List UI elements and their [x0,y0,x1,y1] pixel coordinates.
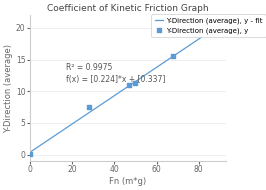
Title: Coefficient of Kinetic Friction Graph: Coefficient of Kinetic Friction Graph [47,4,209,13]
Legend: Y-Direction (average), y - fit, Y-Direction (average), y: Y-Direction (average), y - fit, Y-Direct… [151,14,266,37]
Y-Direction (average), y [127,83,131,86]
Y-Direction (average), y [28,152,32,155]
Y-Direction (average), y [87,106,91,109]
X-axis label: Fn (m*g): Fn (m*g) [109,177,147,186]
Y-Direction (average), y [171,55,176,58]
Y-axis label: Y-Direction (average): Y-Direction (average) [4,44,13,133]
Y-Direction (average), y [133,82,138,85]
Y-Direction (average), y [209,23,214,26]
Text: R² = 0.9975
f(x) = [0.224]*x + [0.337]: R² = 0.9975 f(x) = [0.224]*x + [0.337] [66,63,165,84]
